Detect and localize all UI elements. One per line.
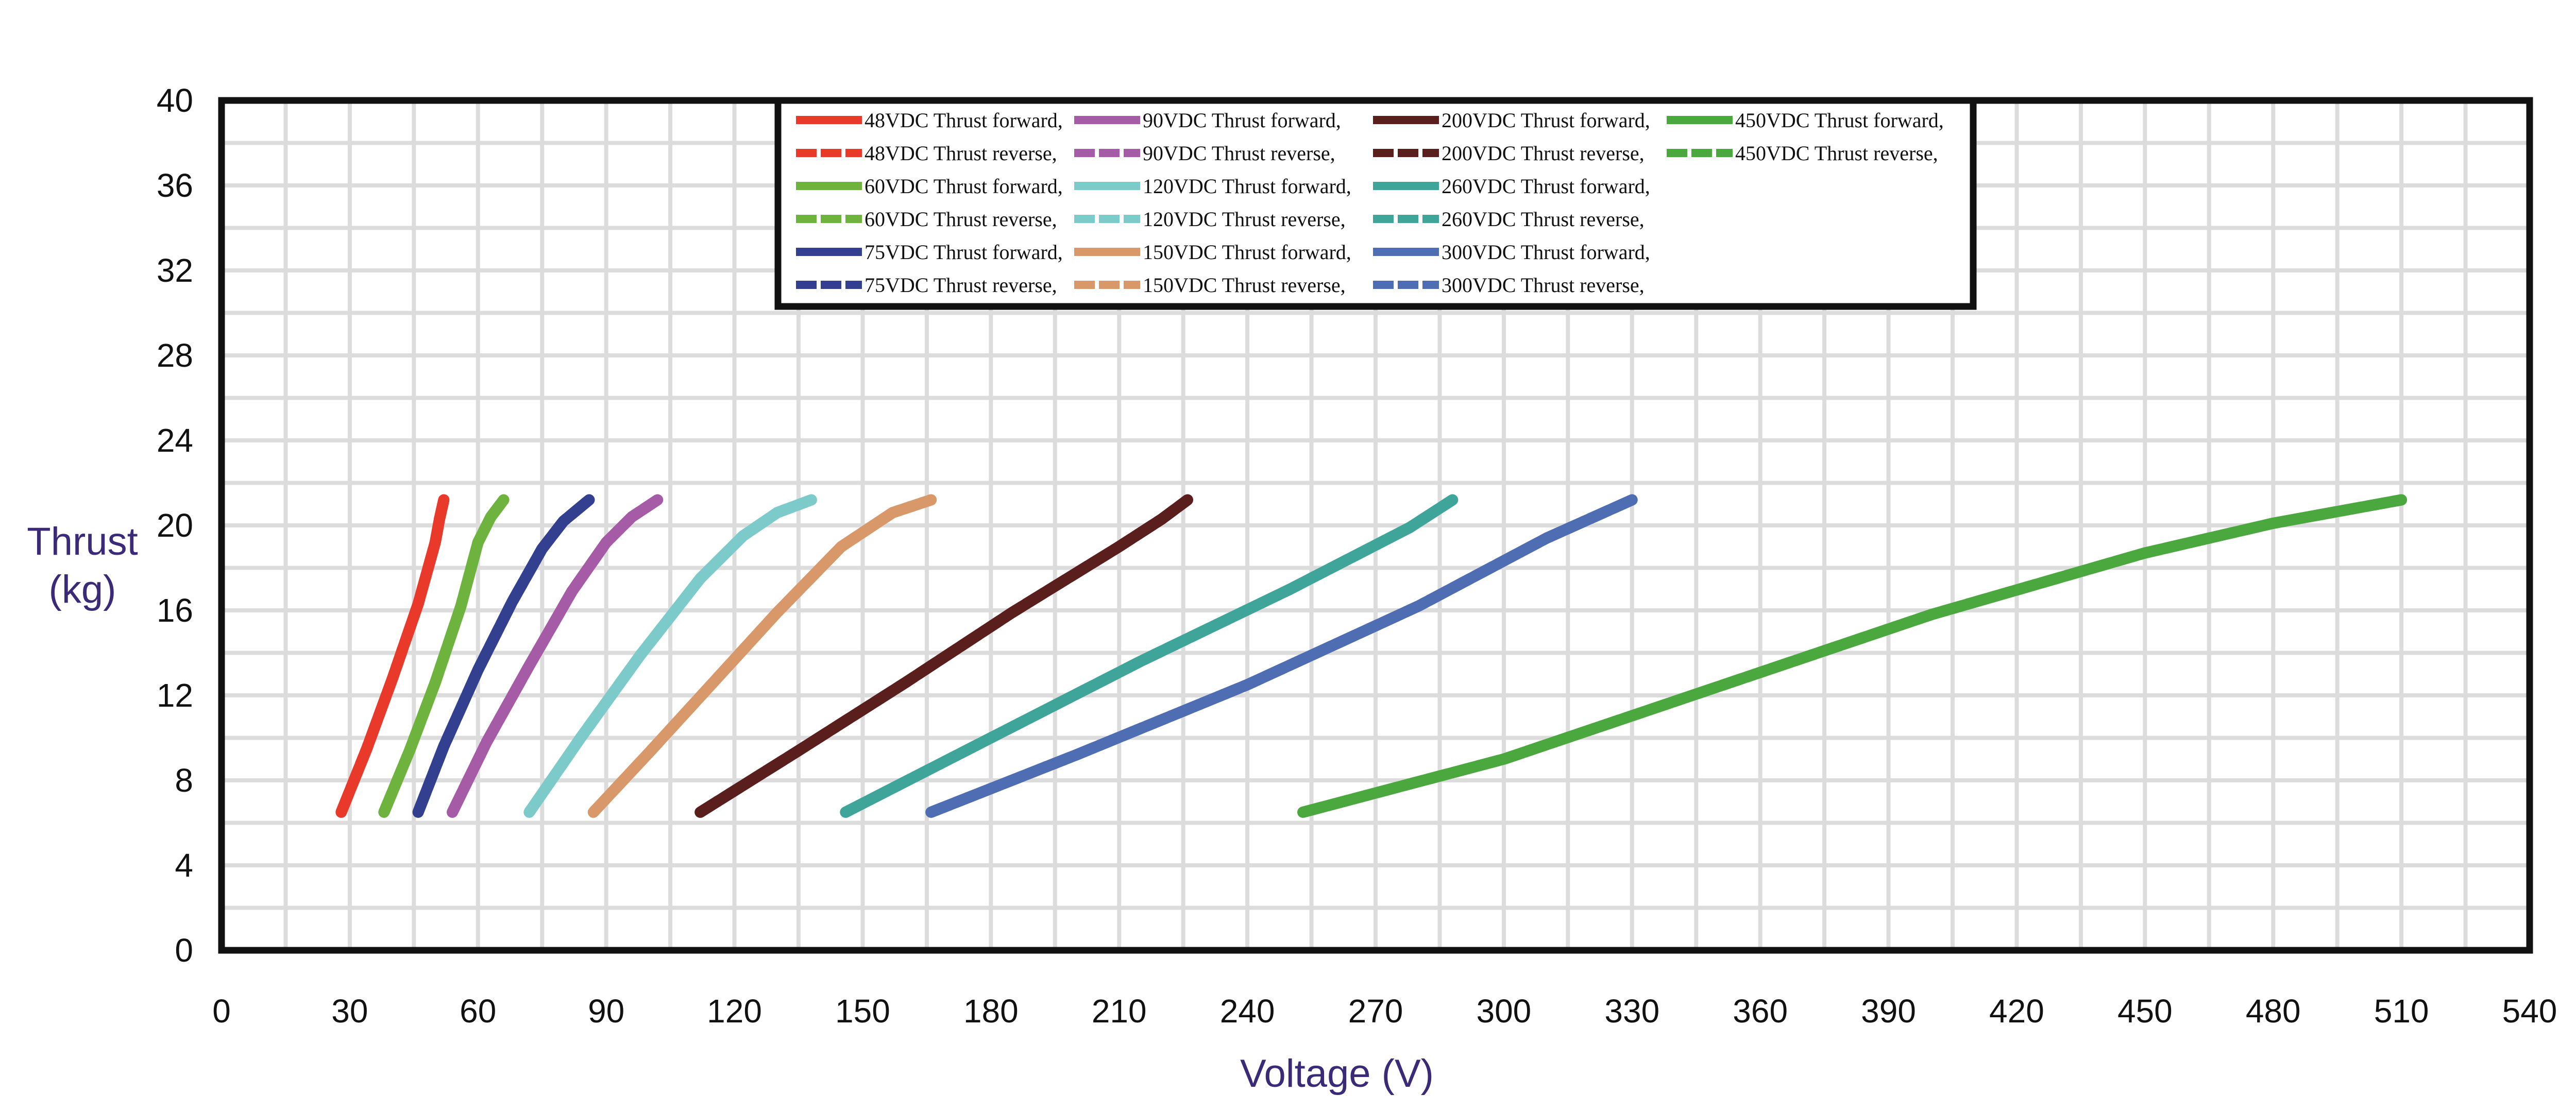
legend-items: 48VDC Thrust forward, 48VDC Thrust revers… bbox=[796, 109, 1944, 297]
legend-label: 120VDC Thrust reverse, bbox=[1143, 208, 1346, 231]
legend-label: 260VDC Thrust forward, bbox=[1442, 175, 1650, 198]
legend-label: 75VDC Thrust reverse, bbox=[865, 274, 1057, 297]
series-line bbox=[335, 494, 450, 818]
x-tick-label: 150 bbox=[835, 993, 890, 1030]
legend-label: 200VDC Thrust reverse, bbox=[1442, 142, 1645, 165]
legend-label: 90VDC Thrust forward, bbox=[1143, 109, 1341, 132]
legend-label: 150VDC Thrust reverse, bbox=[1143, 274, 1346, 297]
x-tick-label: 540 bbox=[2502, 993, 2557, 1030]
series-line bbox=[413, 495, 593, 814]
y-tick-label: 8 bbox=[175, 762, 193, 799]
legend-label: 200VDC Thrust forward, bbox=[1442, 109, 1650, 132]
legend-label: 60VDC Thrust reverse, bbox=[865, 208, 1057, 231]
legend-label: 48VDC Thrust reverse, bbox=[865, 142, 1057, 165]
x-tick-label: 390 bbox=[1861, 993, 1916, 1030]
legend-label: 300VDC Thrust forward, bbox=[1442, 241, 1650, 264]
series-layer bbox=[335, 494, 2408, 818]
y-tick-label: 0 bbox=[175, 932, 193, 969]
series-line bbox=[1301, 494, 2403, 818]
y-tick-labels: 0 4 8 12 16 20 24 28 32 36 40 bbox=[157, 82, 193, 969]
x-tick-label: 480 bbox=[2246, 993, 2301, 1030]
y-axis-title-line-2: (kg) bbox=[49, 568, 116, 611]
x-tick-label: 240 bbox=[1220, 993, 1275, 1030]
y-tick-label: 4 bbox=[175, 847, 193, 884]
x-tick-label: 90 bbox=[588, 993, 624, 1030]
y-tick-label: 28 bbox=[157, 337, 193, 374]
y-tick-label: 16 bbox=[157, 592, 193, 629]
y-tick-label: 36 bbox=[157, 167, 193, 204]
legend-label: 48VDC Thrust forward, bbox=[865, 109, 1063, 132]
y-tick-label: 32 bbox=[157, 252, 193, 289]
x-tick-label: 120 bbox=[707, 993, 762, 1030]
x-tick-label: 270 bbox=[1348, 993, 1403, 1030]
x-tick-label: 450 bbox=[2117, 993, 2173, 1030]
y-tick-label: 20 bbox=[157, 507, 193, 544]
y-tick-label: 12 bbox=[157, 677, 193, 714]
legend-label: 75VDC Thrust forward, bbox=[865, 241, 1063, 264]
legend-label: 260VDC Thrust reverse, bbox=[1442, 208, 1645, 231]
legend-box bbox=[774, 97, 1977, 310]
legend-label: 450VDC Thrust reverse, bbox=[1735, 142, 1938, 165]
legend: 48VDC Thrust forward, 48VDC Thrust revers… bbox=[774, 97, 1977, 310]
x-tick-label: 360 bbox=[1733, 993, 1788, 1030]
legend-label: 450VDC Thrust forward, bbox=[1735, 109, 1944, 132]
legend-label: 90VDC Thrust reverse, bbox=[1143, 142, 1335, 165]
x-tick-label: 0 bbox=[212, 993, 231, 1030]
legend-label: 120VDC Thrust forward, bbox=[1143, 175, 1351, 198]
x-tick-labels: 0 30 60 90 120 150 180 210 240 270 300 330 360 390 420… bbox=[212, 993, 2557, 1030]
x-tick-label: 60 bbox=[460, 993, 496, 1030]
x-axis-title: Voltage (V) bbox=[1240, 1052, 1434, 1096]
x-tick-label: 180 bbox=[963, 993, 1019, 1030]
series-line bbox=[929, 494, 1635, 818]
series-line bbox=[447, 495, 661, 815]
series-line bbox=[336, 499, 450, 815]
series-line bbox=[697, 495, 1191, 817]
x-tick-label: 30 bbox=[331, 993, 368, 1030]
series-line bbox=[524, 494, 814, 816]
y-axis-title-line-1: Thrust bbox=[27, 520, 138, 563]
series-line bbox=[843, 495, 1456, 817]
x-tick-label: 510 bbox=[2374, 993, 2429, 1030]
x-tick-label: 420 bbox=[1989, 993, 2044, 1030]
x-tick-label: 330 bbox=[1604, 993, 1659, 1030]
legend-label: 150VDC Thrust forward, bbox=[1143, 241, 1351, 264]
y-tick-label: 24 bbox=[157, 422, 193, 459]
x-tick-label: 210 bbox=[1092, 993, 1147, 1030]
legend-label: 60VDC Thrust forward, bbox=[865, 175, 1063, 198]
series-line bbox=[379, 496, 509, 815]
series-line bbox=[589, 494, 933, 816]
x-tick-label: 300 bbox=[1476, 993, 1531, 1030]
y-tick-label: 40 bbox=[157, 82, 193, 119]
legend-label: 300VDC Thrust reverse, bbox=[1442, 274, 1645, 297]
